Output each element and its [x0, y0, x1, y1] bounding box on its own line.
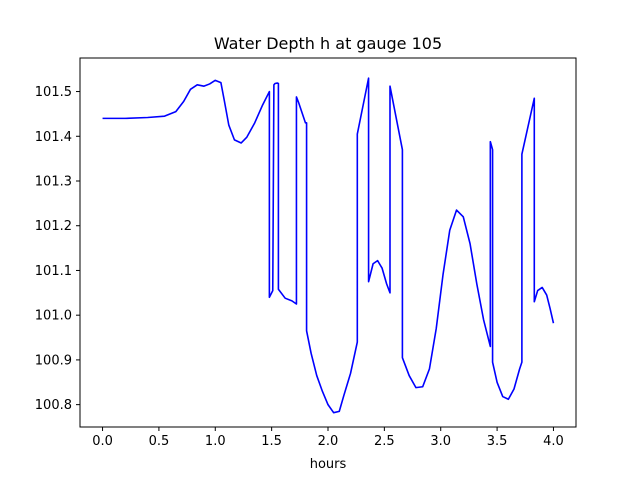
y-tick-label: 101.5: [35, 85, 72, 100]
y-tick-label: 100.9: [35, 353, 72, 368]
x-axis-label: hours: [310, 457, 347, 472]
y-tick-label: 101.3: [35, 175, 72, 190]
x-tick-label: 4.0: [543, 434, 564, 449]
x-tick-label: 1.5: [261, 434, 282, 449]
x-tick-label: 0.0: [92, 434, 113, 449]
chart-title: Water Depth h at gauge 105: [214, 34, 442, 53]
x-tick-label: 3.5: [487, 434, 508, 449]
x-tick-label: 1.0: [205, 434, 226, 449]
y-tick-label: 101.2: [35, 219, 72, 234]
y-tick-label: 101.1: [35, 264, 72, 279]
y-tick-label: 101.0: [35, 309, 72, 324]
y-tick-label: 101.4: [35, 130, 72, 145]
series-line-0: [102, 77, 555, 414]
plot-area: 0.0 0.5 1.0 1.5 2.0 2.5 3.0 3.5 4.0 100.8 100.9 101…: [35, 57, 577, 449]
x-tick-label: 2.0: [318, 434, 339, 449]
x-tick-label: 3.0: [430, 434, 451, 449]
x-tick-label: 0.5: [149, 434, 170, 449]
y-tick-label: 100.8: [35, 398, 72, 413]
x-tick-label: 2.5: [374, 434, 395, 449]
